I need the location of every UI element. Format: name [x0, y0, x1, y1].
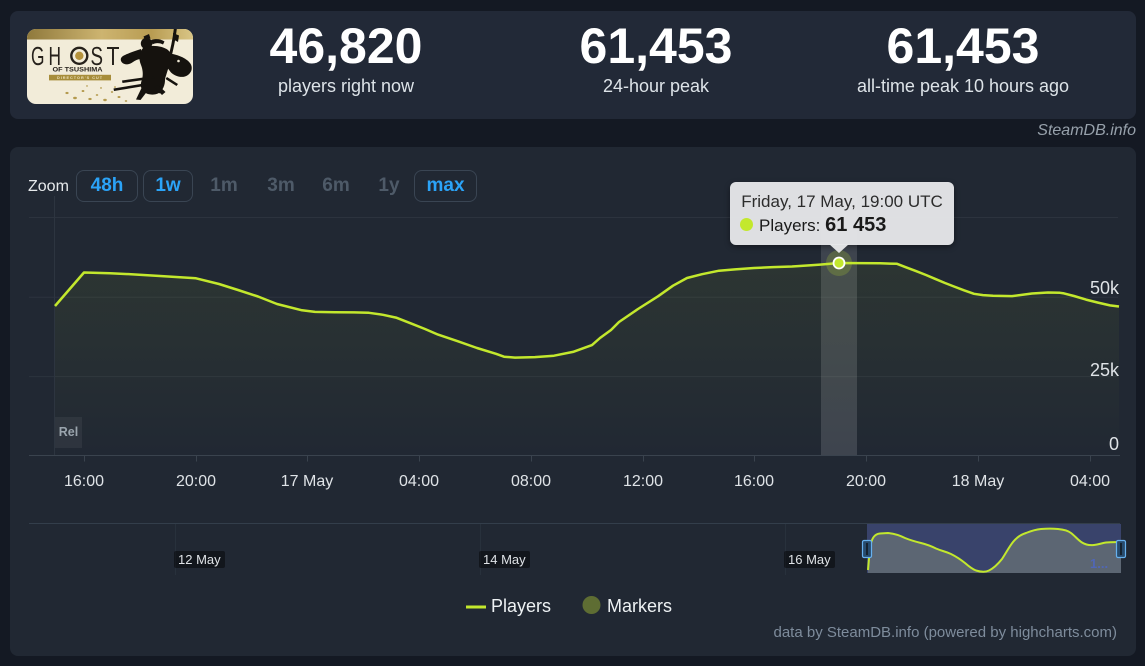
svg-text:S: S	[91, 41, 104, 71]
svg-text:OF TSUSHIMA: OF TSUSHIMA	[53, 67, 104, 74]
svg-text:G: G	[31, 41, 45, 71]
svg-text:DIRECTOR'S CUT: DIRECTOR'S CUT	[57, 76, 103, 80]
svg-text:T: T	[107, 41, 120, 71]
svg-text:H: H	[49, 41, 62, 71]
